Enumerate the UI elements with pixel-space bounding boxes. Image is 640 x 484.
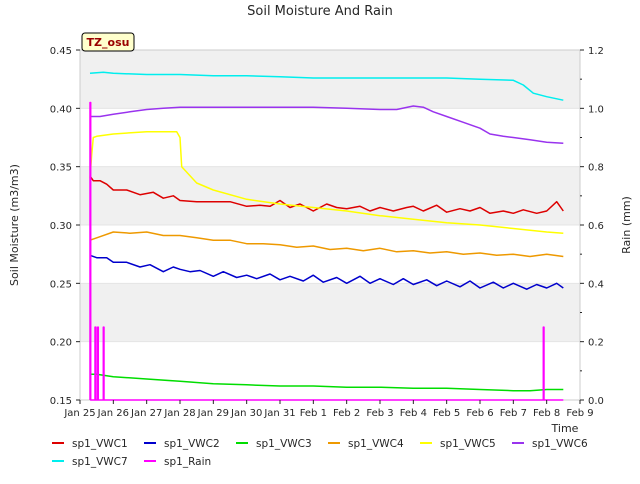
series-layer [89,71,564,401]
y-left-tick-label: 0.15 [50,396,72,407]
legend-item-sp1-vwc5: sp1_VWC5 [420,438,496,450]
series-line-sp1-vwc2 [89,254,564,290]
legend-item-sp1-rain: sp1_Rain [144,456,211,468]
x-tick-label: Feb 5 [433,408,460,419]
legend-label: sp1_Rain [164,456,211,468]
x-tick-label: Feb 2 [333,408,360,419]
y-right-tick-label: 1.2 [588,46,604,57]
series-line-sp1-vwc7 [89,71,564,101]
background-band [80,225,580,284]
y-right-tick-label: 1.0 [588,104,604,115]
plot-background-bands [80,49,580,401]
y-left-tick-label: 0.25 [50,279,72,290]
y-right-tick-label: 0.4 [588,279,604,290]
x-tick-label: Jan 30 [230,408,262,419]
x-tick-label: Jan 31 [263,408,295,419]
background-band [80,166,580,225]
background-band [80,341,580,400]
x-tick-label: Feb 1 [300,408,327,419]
legend-label: sp1_VWC5 [440,438,496,450]
x-tick-label: Jan 28 [163,408,195,419]
series-line-sp1-vwc1 [89,175,564,215]
x-tick-label: Feb 4 [400,408,427,419]
legend-label: sp1_VWC4 [348,438,404,450]
y-left-tick-label: 0.35 [50,163,72,174]
chart-title: Soil Moisture And Rain [247,4,393,19]
x-tick-label: Jan 29 [197,408,229,419]
x-tick-label: Feb 9 [566,408,593,419]
y-axis-label-left: Soil Moisture (m3/m3) [8,164,21,286]
background-band [80,50,580,109]
legend-label: sp1_VWC3 [256,438,312,450]
y-left-tick-label: 0.40 [50,104,72,115]
y-axis-label-right: Rain (mm) [620,196,633,254]
legend-item-sp1-vwc1: sp1_VWC1 [52,438,128,450]
series-line-sp1-vwc5 [89,130,564,234]
background-band [80,283,580,342]
legend-item-sp1-vwc4: sp1_VWC4 [328,438,404,450]
legend-label: sp1_VWC1 [72,438,128,450]
site-annotation-box [81,32,135,52]
background-band [80,108,580,167]
y-right-tick-label: 0.6 [588,221,604,232]
y-left-tick-label: 0.45 [50,46,72,57]
legend-item-sp1-vwc3: sp1_VWC3 [236,438,312,450]
series-line-sp1-vwc6 [90,105,564,145]
x-tick-label: Feb 7 [500,408,527,419]
y-right-tick-label: 0.8 [588,163,604,174]
x-tick-label: Feb 6 [466,408,493,419]
legend-label: sp1_VWC7 [72,456,128,468]
y-left-tick-label: 0.20 [50,338,72,349]
x-tick-label: Feb 8 [533,408,560,419]
x-tick-label: Jan 25 [63,408,95,419]
y-right-tick-label: 0.0 [588,396,604,407]
legend-item-sp1-vwc7: sp1_VWC7 [52,456,128,468]
y-left-tick-label: 0.30 [50,221,72,232]
series-line-sp1-vwc4 [89,231,564,258]
y-right-tick-label: 0.2 [588,338,604,349]
legend: sp1_VWC1 sp1_VWC2 sp1_VWC3 sp1_VWC4 sp1_VWC5… [52,438,588,468]
series-line-sp1-rain [89,101,564,401]
legend-item-sp1-vwc2: sp1_VWC2 [144,438,220,450]
site-annotation-text: TZ_osu [87,36,130,49]
x-axis-label: Time [551,422,579,435]
x-tick-label: Feb 3 [366,408,393,419]
x-tick-label: Jan 26 [97,408,129,419]
series-line-sp1-vwc3 [90,373,564,392]
axes-layer: Jan 25 Jan 26 Jan 27 Jan 28 Jan 29 Jan 30 Jan … [50,46,604,419]
legend-label: sp1_VWC2 [164,438,220,450]
x-tick-label: Jan 27 [130,408,162,419]
site-annotation: TZ_osu [81,32,135,52]
legend-label: sp1_VWC6 [532,438,588,450]
legend-item-sp1-vwc6: sp1_VWC6 [512,438,588,450]
